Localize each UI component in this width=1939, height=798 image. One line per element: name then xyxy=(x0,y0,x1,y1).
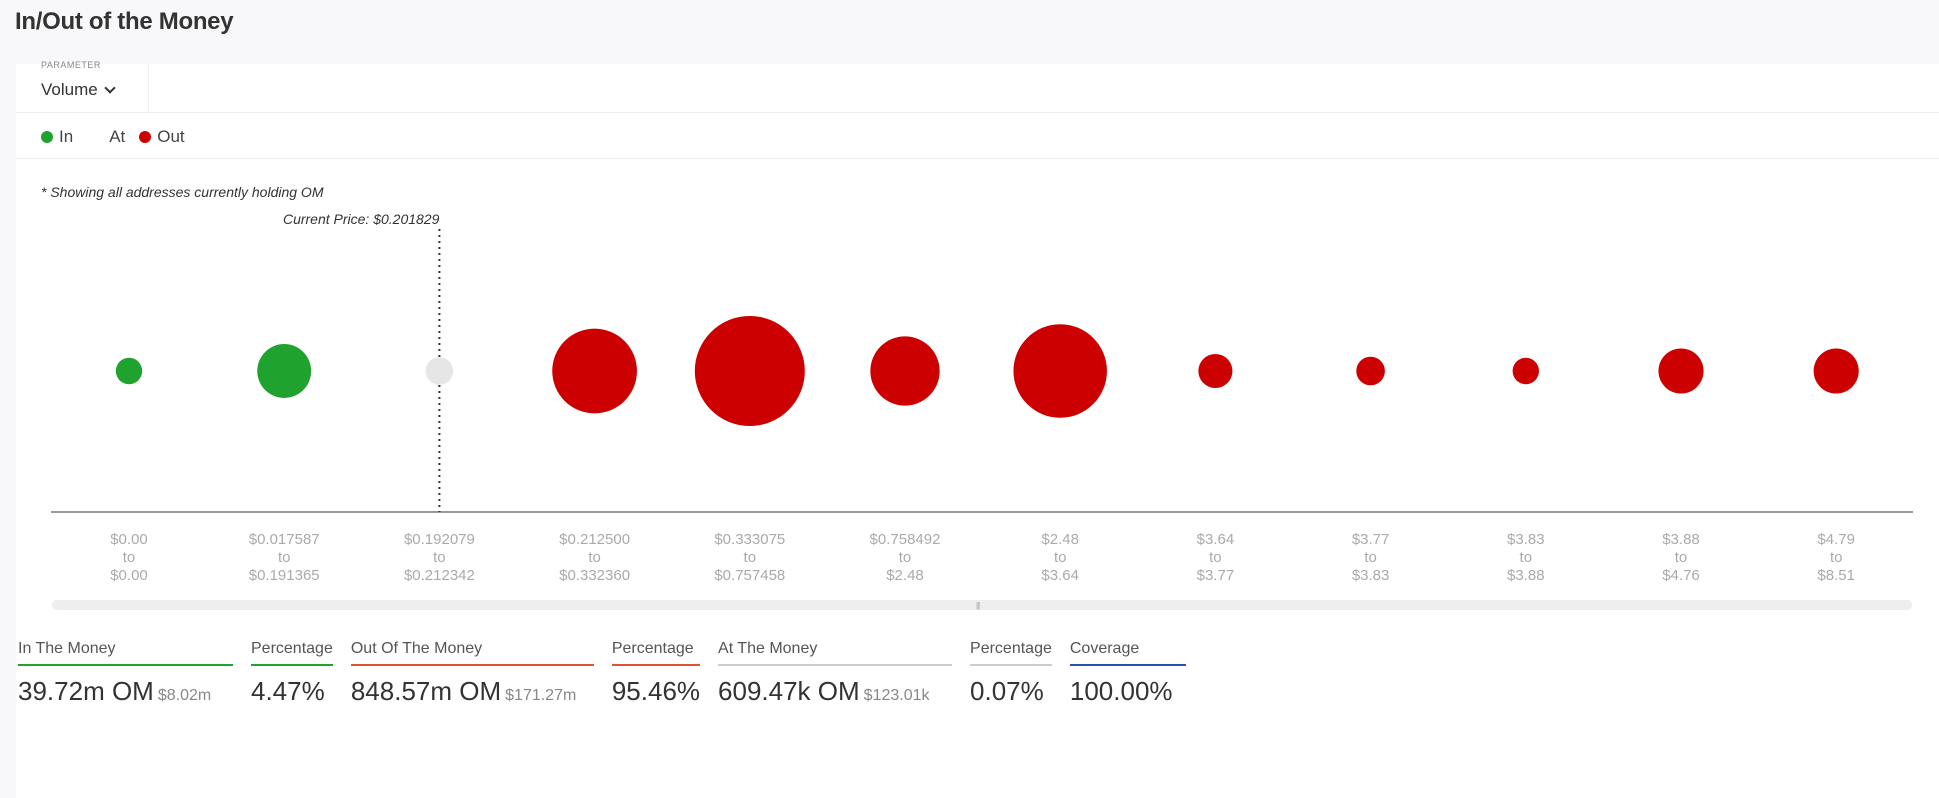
stat-value: 95.46% xyxy=(611,676,701,706)
x-tick-label: to xyxy=(123,549,136,566)
x-tick-label: $0.017587 xyxy=(249,531,320,548)
bubble-out[interactable] xyxy=(1013,324,1107,418)
holders-note: * Showing all addresses currently holdin… xyxy=(41,184,324,200)
legend-label-out: Out xyxy=(157,127,185,146)
x-tick-label: $3.83 xyxy=(1352,567,1390,584)
x-tick-label: $3.77 xyxy=(1352,531,1390,548)
parameter-filter[interactable]: PARAMETER Volume xyxy=(16,60,149,112)
legend-label-at: At xyxy=(109,127,126,146)
stat-label: Percentage xyxy=(611,640,701,666)
bubble-out[interactable] xyxy=(1512,357,1540,385)
x-tick-label: $3.77 xyxy=(1197,567,1235,584)
x-tick-label: to xyxy=(1675,549,1688,566)
x-tick-label: $3.64 xyxy=(1041,567,1079,584)
current-price-label: Current Price: $0.201829 xyxy=(283,211,440,227)
x-tick-label: $3.83 xyxy=(1507,531,1545,548)
iomap-bubble-chart: Current Price: $0.201829$0.00to$0.00$0.0… xyxy=(51,211,1913,584)
legend-dot-out xyxy=(139,131,152,143)
parameter-dropdown[interactable]: Volume xyxy=(41,80,116,100)
x-tick-label: to xyxy=(1054,549,1067,566)
stat-value: 39.72m OM $8.02m xyxy=(18,676,212,706)
x-tick-label: to xyxy=(1364,549,1377,566)
legend-item-at[interactable]: At xyxy=(109,127,125,147)
x-tick-label: $0.00 xyxy=(110,531,148,548)
x-tick-label: $0.758492 xyxy=(870,531,941,548)
x-tick-label: $0.212342 xyxy=(404,567,475,584)
stat-value: 848.57m OM $171.27m xyxy=(350,676,577,706)
x-tick-label: $0.212500 xyxy=(559,531,630,548)
x-tick-label: to xyxy=(1520,549,1533,566)
chart-card: PARAMETER Volume In At Out * Showing all… xyxy=(16,60,1939,798)
x-tick-label: $2.48 xyxy=(886,567,924,584)
x-tick-label: $2.48 xyxy=(1041,531,1079,548)
stat-out-of-the-money: Out Of The Money 848.57m OM $171.27m xyxy=(350,640,594,707)
stat-label: At The Money xyxy=(718,640,953,666)
legend-dot-in xyxy=(41,131,53,143)
x-tick-label: to xyxy=(744,549,757,566)
stat-out-percentage: Percentage 95.46% xyxy=(611,640,701,707)
x-tick-label: $0.192079 xyxy=(404,531,475,548)
parameter-value: Volume xyxy=(41,80,98,99)
stat-label: Coverage xyxy=(1069,640,1186,666)
x-tick-label: $8.51 xyxy=(1817,567,1855,584)
bubble-out[interactable] xyxy=(694,316,805,426)
parameter-label: PARAMETER xyxy=(41,60,101,68)
x-tick-label: to xyxy=(899,549,912,566)
x-tick-label: $0.191365 xyxy=(249,567,320,584)
stat-at-the-money: At The Money 609.47k OM $123.01k xyxy=(718,640,953,707)
divider xyxy=(16,112,1939,113)
stat-value: 609.47k OM $123.01k xyxy=(718,676,930,706)
x-tick-label: $3.88 xyxy=(1662,531,1700,548)
stat-coverage: Coverage 100.00% xyxy=(1069,640,1186,707)
x-tick-label: to xyxy=(1209,549,1222,566)
legend-item-out[interactable]: Out xyxy=(139,127,185,147)
page-title: In/Out of the Money xyxy=(15,8,234,35)
x-tick-label: $0.332360 xyxy=(559,567,630,584)
bubble-out[interactable] xyxy=(870,336,940,406)
divider xyxy=(16,158,1939,159)
chart-scrollbar[interactable]: ||| xyxy=(52,600,1912,610)
x-tick-label: to xyxy=(1830,549,1843,566)
legend-item-in[interactable]: In xyxy=(41,127,73,147)
x-tick-label: $0.757458 xyxy=(714,567,785,584)
stat-label: Out Of The Money xyxy=(350,640,594,666)
stat-label: Percentage xyxy=(251,640,333,666)
summary-stats: In The Money 39.72m OM $8.02m Percentage … xyxy=(18,640,1204,707)
stat-in-the-money: In The Money 39.72m OM $8.02m xyxy=(18,640,233,707)
x-tick-label: $4.76 xyxy=(1662,567,1700,584)
x-tick-label: $0.00 xyxy=(110,567,148,584)
scroll-grip-icon: ||| xyxy=(976,601,980,610)
x-tick-label: $3.88 xyxy=(1507,567,1545,584)
stat-value: 100.00% xyxy=(1069,676,1173,706)
x-tick-label: to xyxy=(588,549,601,566)
x-tick-label: $0.333075 xyxy=(714,531,785,548)
bubble-out[interactable] xyxy=(1198,353,1233,389)
bubble-out[interactable] xyxy=(1356,356,1385,386)
x-tick-label: to xyxy=(278,549,291,566)
legend: In At Out xyxy=(41,127,207,147)
bubble-in[interactable] xyxy=(115,357,143,385)
bubble-at[interactable] xyxy=(425,357,454,385)
stat-label: In The Money xyxy=(18,640,233,666)
x-tick-label: to xyxy=(433,549,446,566)
legend-label-in: In xyxy=(59,127,74,146)
stat-at-percentage: Percentage 0.07% xyxy=(970,640,1052,707)
stat-value: 0.07% xyxy=(970,676,1044,706)
bubble-out[interactable] xyxy=(1658,348,1704,394)
x-tick-label: $3.64 xyxy=(1197,531,1235,548)
bubble-out[interactable] xyxy=(552,328,637,414)
stat-label: Percentage xyxy=(970,640,1052,666)
x-tick-label: $4.79 xyxy=(1817,531,1855,548)
bubble-in[interactable] xyxy=(257,344,312,398)
bubble-out[interactable] xyxy=(1813,348,1859,394)
stat-in-percentage: Percentage 4.47% xyxy=(251,640,333,707)
stat-value: 4.47% xyxy=(251,676,325,706)
